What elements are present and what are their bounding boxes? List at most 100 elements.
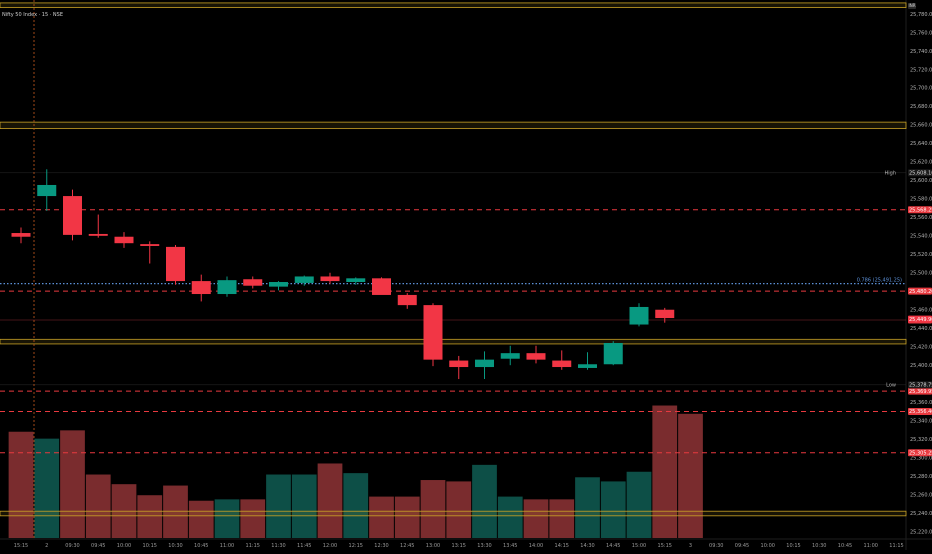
current-price-tag (908, 315, 932, 323)
price-axis-tick: 25,660.00 (910, 123, 932, 129)
price-axis-tick: 25,520.00 (910, 252, 932, 258)
candle-body[interactable] (269, 282, 288, 287)
candle-body[interactable] (11, 233, 31, 237)
volume-bar (291, 474, 317, 538)
price-tag-label: 25,356.46 (909, 409, 932, 415)
candle-body[interactable] (114, 236, 134, 244)
fib-level-label: 0.786 (25,491.25) (857, 278, 902, 284)
time-axis-tick: 12:45 (400, 543, 414, 549)
price-zone[interactable] (0, 338, 907, 345)
low-tag (908, 381, 932, 389)
price-axis-tick: 25,540.00 (910, 234, 932, 240)
price-tag (908, 206, 932, 214)
time-axis-tick: 14:15 (555, 543, 569, 549)
price-axis-tick: 25,720.00 (910, 67, 932, 73)
price-axis-tick: 25,680.00 (910, 104, 932, 110)
candle-body[interactable] (552, 360, 572, 368)
candle-body[interactable] (423, 305, 443, 360)
volume-bar (497, 496, 523, 538)
candle-body[interactable] (63, 196, 82, 235)
volume-bar (420, 480, 446, 538)
time-axis-tick: 10:00 (761, 543, 775, 549)
price-tag (908, 407, 932, 415)
price-axis-tick: 25,580.00 (910, 197, 932, 203)
price-axis-tick: 25,400.00 (910, 363, 932, 369)
candle-body[interactable] (346, 278, 366, 283)
time-axis-tick: 10:15 (786, 543, 800, 549)
price-axis-tick: 25,700.00 (910, 86, 932, 92)
volume-bar (214, 499, 240, 538)
currency-button[interactable]: INR (908, 3, 916, 9)
price-tag (908, 449, 932, 457)
high-value: 25,608.16 (909, 171, 932, 177)
volume-bar (163, 485, 188, 538)
candle-body[interactable] (294, 276, 314, 283)
candle-body[interactable] (629, 306, 649, 325)
volume-bar (188, 500, 214, 538)
time-axis-tick: 12:00 (323, 543, 337, 549)
volume-bar (600, 481, 626, 538)
volume-bar (549, 499, 575, 538)
time-axis-tick: 09:30 (65, 543, 79, 549)
price-tag (908, 287, 932, 295)
time-axis-tick: 09:45 (735, 543, 749, 549)
candle-body[interactable] (217, 280, 237, 295)
candle-body[interactable] (397, 294, 417, 306)
high-label: High (885, 171, 897, 177)
candle-body[interactable] (88, 233, 108, 236)
price-axis-tick: 25,300.00 (910, 455, 932, 461)
price-tag (908, 387, 932, 395)
time-axis-tick: 11:15 (889, 543, 903, 549)
volume-bar (678, 413, 703, 538)
time-axis-tick: 13:30 (477, 543, 491, 549)
volume-bar (60, 430, 85, 538)
time-axis-tick: 11:45 (297, 543, 311, 549)
time-axis-tick: 14:30 (580, 543, 594, 549)
volume-bar (85, 474, 111, 538)
current-price-value: 25,449.90 (909, 317, 932, 323)
time-axis-tick: 15:15 (14, 543, 28, 549)
candle-body[interactable] (603, 343, 623, 365)
price-tag-label: 25,568.25 (909, 208, 932, 214)
candle-body[interactable] (500, 353, 520, 359)
time-axis-tick: 11:00 (220, 543, 234, 549)
time-axis-tick: 10:45 (194, 543, 208, 549)
price-axis-tick: 25,420.00 (910, 345, 932, 351)
volume-bar (369, 496, 394, 538)
price-zone[interactable] (0, 2, 907, 8)
candle-body[interactable] (449, 360, 469, 368)
chart-title-bar: Nifty 50 Index · 15 · NSE (2, 1, 63, 18)
candle-body[interactable] (475, 359, 494, 368)
time-axis-tick: 2 (45, 543, 48, 549)
time-axis-tick: 15:00 (632, 543, 646, 549)
time-axis-tick: 13:15 (452, 543, 466, 549)
candle-body[interactable] (526, 353, 546, 360)
price-axis-tick: 25,740.00 (910, 49, 932, 55)
candle-body[interactable] (191, 281, 211, 295)
price-axis-tick: 25,360.00 (910, 400, 932, 406)
price-axis-tick: 25,600.00 (910, 178, 932, 184)
time-axis-tick: 11:30 (271, 543, 285, 549)
volume-bar (652, 405, 678, 538)
price-zone[interactable] (0, 121, 907, 130)
volume-bar (266, 474, 291, 538)
price-axis-tick: 25,640.00 (910, 141, 932, 147)
volume-bar (523, 499, 549, 538)
candle-body[interactable] (243, 279, 263, 286)
candle-body[interactable] (655, 309, 675, 319)
candle-body[interactable] (372, 278, 391, 295)
price-axis-tick: 25,760.00 (910, 30, 932, 36)
price-axis-tick: 25,460.00 (910, 308, 932, 314)
candle-body[interactable] (37, 184, 57, 197)
volume-bar (8, 431, 34, 538)
candle-body[interactable] (578, 364, 597, 368)
volume-bar (394, 496, 420, 538)
price-zone[interactable] (0, 510, 907, 517)
candle-body[interactable] (320, 276, 340, 282)
candle-body[interactable] (166, 246, 185, 282)
volume-bar (34, 438, 60, 538)
time-axis-tick: 10:00 (117, 543, 131, 549)
candle-body[interactable] (140, 244, 160, 246)
